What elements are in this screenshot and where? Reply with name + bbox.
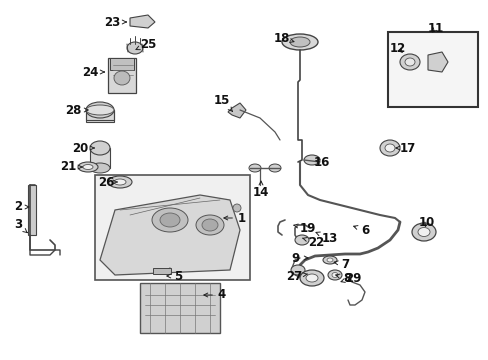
Bar (108, 58, 136, 93)
Ellipse shape (83, 165, 93, 170)
Ellipse shape (411, 223, 435, 241)
Text: 6: 6 (353, 224, 368, 237)
Polygon shape (427, 52, 447, 72)
Ellipse shape (196, 215, 224, 235)
Bar (95, 175, 249, 280)
Ellipse shape (305, 274, 317, 282)
Polygon shape (227, 103, 245, 118)
Text: 28: 28 (65, 104, 88, 117)
Text: 25: 25 (136, 37, 156, 50)
Text: 4: 4 (203, 288, 225, 302)
Ellipse shape (248, 164, 261, 172)
Bar (387, 32, 477, 107)
Bar (140, 283, 220, 333)
Ellipse shape (299, 270, 324, 286)
Ellipse shape (268, 164, 281, 172)
Ellipse shape (304, 155, 319, 165)
Bar (28, 185, 36, 235)
Text: 24: 24 (81, 66, 104, 78)
Polygon shape (100, 195, 240, 275)
Text: 29: 29 (340, 271, 361, 284)
Text: 18: 18 (273, 31, 293, 45)
Ellipse shape (417, 228, 429, 237)
Bar (90, 148, 110, 168)
Text: 13: 13 (315, 231, 337, 244)
Text: 9: 9 (291, 252, 307, 265)
Text: 10: 10 (418, 216, 434, 229)
Ellipse shape (127, 42, 142, 54)
Text: 8: 8 (335, 271, 350, 284)
Polygon shape (130, 15, 155, 28)
Text: 19: 19 (293, 221, 316, 234)
Ellipse shape (114, 179, 126, 185)
Text: 23: 23 (103, 15, 126, 28)
Bar (110, 58, 134, 70)
Ellipse shape (331, 273, 337, 278)
Text: 7: 7 (333, 257, 348, 270)
Text: 21: 21 (60, 161, 82, 174)
Ellipse shape (152, 208, 187, 232)
Ellipse shape (232, 204, 241, 212)
Text: 2: 2 (14, 201, 29, 213)
Ellipse shape (379, 140, 399, 156)
Text: 14: 14 (252, 181, 268, 198)
Text: 12: 12 (389, 41, 406, 54)
Text: 20: 20 (72, 141, 94, 154)
Ellipse shape (404, 58, 414, 66)
Text: 5: 5 (166, 270, 182, 283)
Ellipse shape (282, 34, 317, 50)
Text: 17: 17 (395, 141, 415, 154)
Ellipse shape (327, 270, 341, 280)
Ellipse shape (289, 37, 309, 47)
Ellipse shape (90, 163, 110, 173)
Ellipse shape (86, 102, 114, 118)
Bar (153, 268, 171, 274)
Ellipse shape (399, 54, 419, 70)
Text: 27: 27 (285, 270, 307, 283)
Ellipse shape (323, 256, 336, 264)
Text: 22: 22 (302, 235, 324, 248)
Ellipse shape (384, 144, 394, 152)
Text: 11: 11 (427, 22, 443, 35)
Text: 15: 15 (213, 94, 232, 112)
Text: 26: 26 (98, 175, 117, 189)
Text: 1: 1 (224, 211, 245, 225)
Ellipse shape (108, 176, 132, 188)
Ellipse shape (78, 162, 98, 172)
Ellipse shape (326, 258, 332, 262)
Ellipse shape (90, 141, 110, 155)
Ellipse shape (294, 235, 308, 245)
Bar (86, 110, 114, 122)
Ellipse shape (160, 213, 180, 227)
Text: 3: 3 (14, 219, 27, 233)
Ellipse shape (290, 265, 305, 275)
Ellipse shape (202, 219, 218, 231)
Ellipse shape (86, 105, 114, 115)
Text: 16: 16 (313, 156, 329, 168)
Ellipse shape (114, 71, 130, 85)
